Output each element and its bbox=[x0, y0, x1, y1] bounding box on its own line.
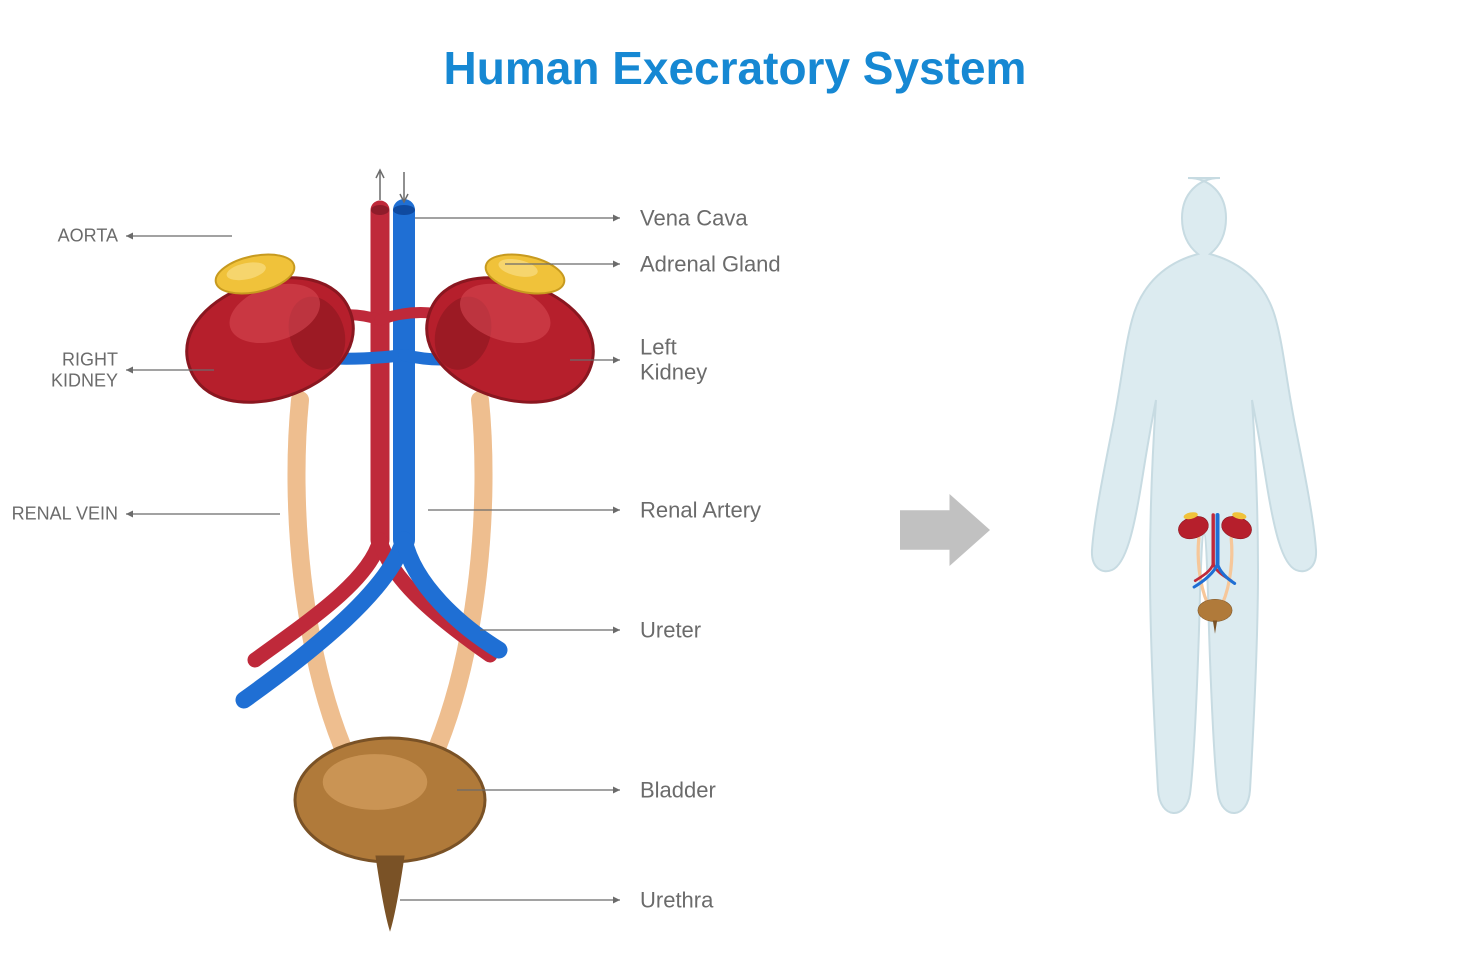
label-left-kidney: Left Kidney bbox=[640, 335, 707, 386]
urethra-shape bbox=[376, 856, 404, 930]
label-urethra: Urethra bbox=[640, 887, 713, 912]
bladder-shape bbox=[295, 738, 485, 930]
main-organ-group bbox=[171, 170, 609, 930]
label-ureter: Ureter bbox=[640, 617, 701, 642]
label-renal-artery: Renal Artery bbox=[640, 497, 761, 522]
excretory-diagram bbox=[0, 0, 1470, 980]
label-vena-cava: Vena Cava bbox=[640, 205, 748, 230]
label-renal-vein: RENAL VEIN bbox=[12, 504, 118, 525]
label-adrenal-gland: Adrenal Gland bbox=[640, 251, 781, 276]
label-right-kidney: RIGHT KIDNEY bbox=[51, 349, 118, 390]
label-bladder: Bladder bbox=[640, 777, 716, 802]
body-silhouette bbox=[1092, 178, 1316, 813]
infographic-root: Human Execratory System Vena CavaAdrenal… bbox=[0, 0, 1470, 980]
label-aorta: AORTA bbox=[58, 226, 118, 247]
transition-arrow-icon bbox=[900, 494, 990, 566]
